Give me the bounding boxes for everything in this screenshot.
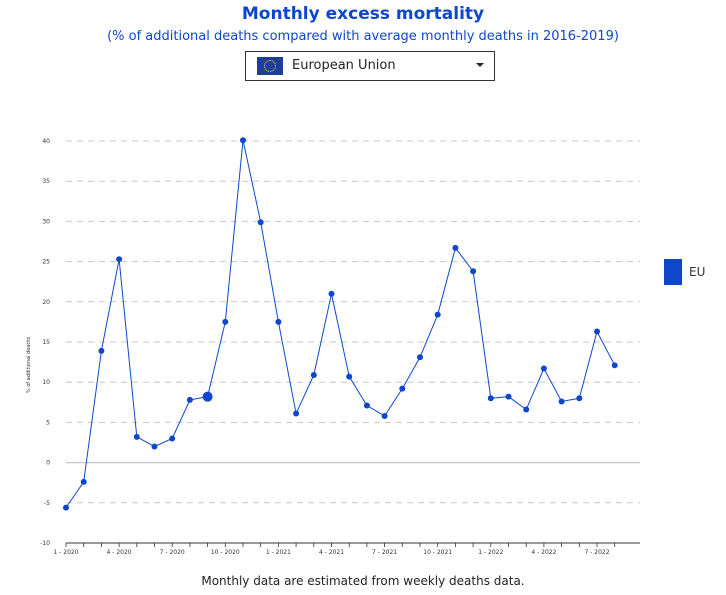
data-point: [116, 256, 123, 263]
data-point: [310, 371, 317, 378]
data-point: [275, 318, 282, 325]
country-select-value: European Union: [292, 58, 396, 73]
x-tick-label: 10 - 2021: [423, 549, 452, 556]
x-axis: 1 - 2020 4 - 2020 7 - 2020 10 - 2020 1 - 202…: [53, 542, 640, 556]
data-point: [328, 290, 335, 297]
y-axis-label: % of additional deaths: [26, 336, 32, 393]
y-tick-label: 0: [46, 460, 50, 467]
x-tick-label: 1 - 2021: [266, 549, 291, 556]
x-tick-label: 1 - 2022: [478, 549, 503, 556]
data-point: [98, 347, 105, 354]
data-point: [452, 244, 459, 251]
y-tick-label: 35: [42, 178, 50, 185]
data-point: [576, 395, 583, 402]
data-point: [293, 410, 300, 417]
footnote: Monthly data are estimated from weekly d…: [201, 574, 525, 588]
data-point: [80, 478, 87, 485]
series-eu: [63, 137, 618, 511]
y-tick-label: 20: [42, 299, 50, 306]
data-point: [399, 385, 406, 392]
data-point: [487, 395, 494, 402]
country-select[interactable]: European Union: [245, 51, 495, 81]
x-tick-label: 4 - 2020: [107, 549, 132, 556]
data-point: [523, 406, 530, 413]
data-point: [540, 365, 547, 372]
series-line: [65, 140, 616, 508]
x-tick-label: 7 - 2022: [584, 549, 609, 556]
legend-label: EU: [689, 265, 706, 279]
y-tick-label: 10: [42, 379, 50, 386]
caret-down-icon: [476, 63, 484, 67]
eu-flag-icon: [257, 57, 283, 75]
data-point: [257, 219, 264, 226]
x-tick-label: 4 - 2021: [319, 549, 344, 556]
x-tick-label: 7 - 2020: [160, 549, 185, 556]
data-point: [63, 504, 69, 511]
data-point: [240, 137, 246, 144]
data-point: [470, 268, 477, 275]
x-tick-label: 4 - 2022: [531, 549, 556, 556]
legend-swatch: [664, 259, 682, 285]
data-point: [434, 311, 441, 318]
y-axis-ticks: -10 -5 0 5 10 15 20 25 30 35 40: [40, 138, 50, 547]
data-point: [363, 402, 370, 409]
grid-lines: [66, 140, 640, 504]
data-point: [202, 391, 213, 402]
chart-title: Monthly excess mortality: [241, 4, 485, 24]
data-point: [169, 435, 176, 442]
x-tick-label: 7 - 2021: [372, 549, 397, 556]
x-tick-label: 10 - 2020: [211, 549, 240, 556]
x-tick-label: 1 - 2020: [53, 549, 78, 556]
y-tick-label: 40: [42, 138, 50, 145]
y-tick-label: 30: [42, 218, 50, 225]
data-point: [133, 433, 140, 440]
y-tick-label: 25: [42, 259, 50, 266]
data-point: [594, 328, 600, 335]
data-point: [381, 412, 388, 419]
data-point: [417, 354, 423, 361]
y-tick-label: -10: [40, 540, 50, 547]
y-tick-label: 5: [46, 419, 50, 426]
y-tick-label: -5: [44, 500, 50, 507]
data-point: [151, 443, 158, 450]
chart-subtitle: (% of additional deaths compared with av…: [107, 29, 619, 44]
y-tick-label: 15: [42, 339, 50, 346]
data-point: [186, 396, 193, 403]
data-point: [222, 318, 229, 325]
data-point: [505, 393, 512, 400]
data-point: [611, 362, 618, 369]
data-point: [346, 373, 353, 380]
data-point: [558, 398, 565, 405]
